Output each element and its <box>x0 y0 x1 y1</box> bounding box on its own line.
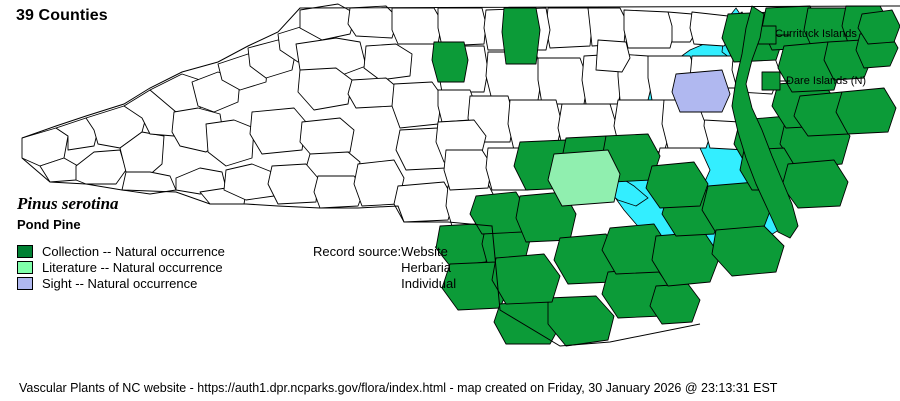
legend-swatch-sight <box>17 276 33 290</box>
county-collection-dare-island <box>761 71 781 91</box>
legend-item-collection: Collection -- Natural occurrence <box>17 243 225 259</box>
map-legend: Collection -- Natural occurrence Literat… <box>17 243 225 291</box>
state-outline <box>21 5 900 347</box>
county-caswell <box>545 7 593 49</box>
county-surry <box>391 7 443 45</box>
county-collection-bladen <box>491 253 561 305</box>
counties-no-record <box>21 3 781 227</box>
county-count-title: 39 Counties <box>16 7 108 24</box>
county-gaston <box>313 175 365 209</box>
nc-southern-border <box>21 157 701 347</box>
county-cleveland <box>267 163 319 205</box>
legend-label-sight: Sight -- Natural occurrence <box>42 275 198 291</box>
county-collection-outer-banks <box>731 5 799 239</box>
county-alexander <box>347 77 399 109</box>
county-collection-lenoir <box>645 161 709 209</box>
legend-swatch-collection <box>17 244 33 258</box>
record-source-value-individual: Individual <box>401 276 457 291</box>
county-alleghany <box>347 5 399 39</box>
record-source-values: Website Herbaria Individual <box>401 244 456 292</box>
county-collection-stripe-piedmont <box>501 7 541 65</box>
legend-swatch-literature <box>17 260 33 274</box>
county-union <box>393 181 455 223</box>
record-source-label: Record source: <box>313 244 402 259</box>
county-granville <box>623 9 677 49</box>
footer-attribution: Vascular Plants of NC website - https://… <box>19 381 778 395</box>
legend-label-literature: Literature -- Natural occurrence <box>42 259 223 275</box>
counties-sight <box>671 69 731 113</box>
callout-label-dare-islands-north: Dare Islands (N) <box>786 75 867 87</box>
county-collection-tyrrell-dare <box>835 87 897 135</box>
record-source-block: Record source: Website Herbaria Individu… <box>313 244 456 292</box>
county-interior-white-a <box>595 39 631 73</box>
county-collection-carteret <box>711 225 785 277</box>
county-alamance <box>537 57 589 105</box>
county-collection-hyde <box>781 159 849 209</box>
county-yadkin <box>363 43 413 81</box>
county-collection-pasquotank <box>857 9 900 45</box>
species-name-block: Pinus serotina Pond Pine <box>17 194 119 233</box>
county-burke <box>249 107 307 155</box>
legend-label-collection: Collection -- Natural occurrence <box>42 243 225 259</box>
record-source-value-website: Website <box>401 244 448 259</box>
legend-item-sight: Sight -- Natural occurrence <box>17 275 225 291</box>
legend-item-literature: Literature -- Natural occurrence <box>17 259 225 275</box>
county-caldwell <box>297 67 353 111</box>
common-name: Pond Pine <box>17 217 81 232</box>
county-collection-newhanover <box>649 283 701 325</box>
record-source-value-herbaria: Herbaria <box>401 260 452 275</box>
county-stokes <box>437 7 487 47</box>
scientific-name: Pinus serotina <box>17 194 119 213</box>
county-catawba <box>299 117 355 157</box>
counties-collection <box>431 5 900 347</box>
county-sight-washington-area <box>671 69 731 113</box>
county-stanly <box>443 149 493 191</box>
county-collection-brunswick <box>547 295 615 347</box>
county-ashe <box>299 3 357 41</box>
county-mcdowell <box>205 119 255 167</box>
callout-leader-lines <box>776 34 790 82</box>
county-collection-isolated-piedmont <box>431 41 469 83</box>
nc-state-border <box>21 5 900 139</box>
county-iredell <box>391 81 443 129</box>
county-literature-onslow-area <box>547 149 621 207</box>
callout-label-currituck-islands: Currituck Islands <box>775 28 857 40</box>
county-macon <box>75 149 127 185</box>
counties-literature <box>547 149 621 207</box>
